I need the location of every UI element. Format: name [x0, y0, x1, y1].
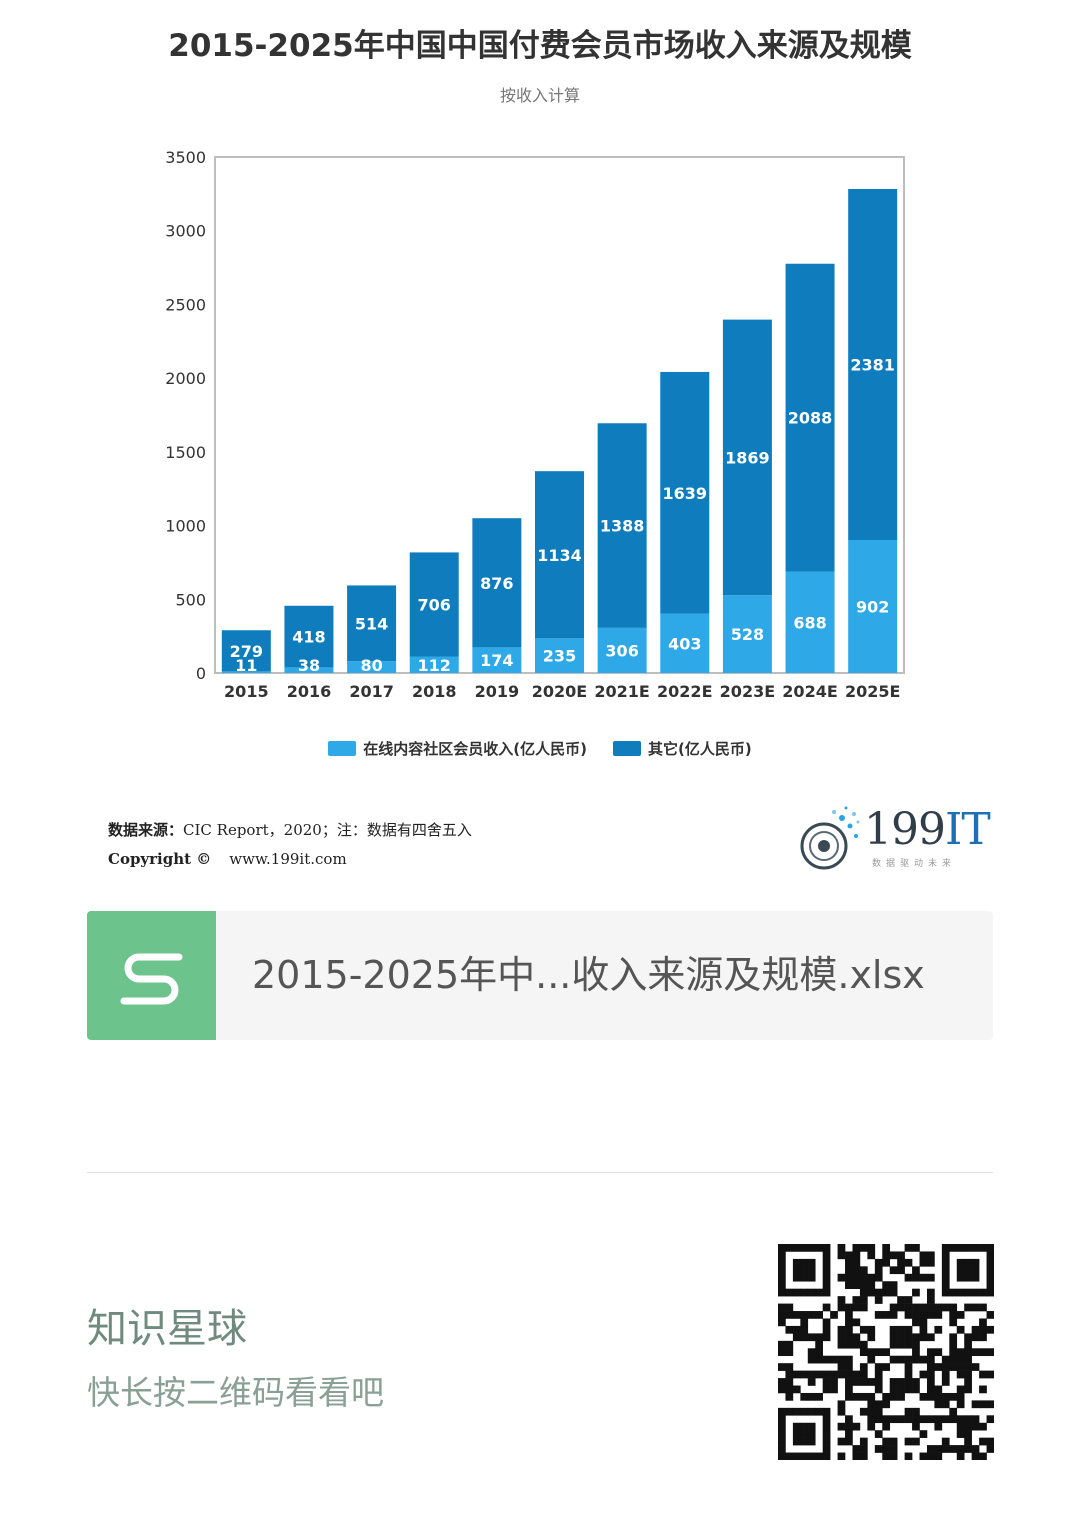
bar-other-2020E: [535, 471, 584, 639]
qr-code[interactable]: [778, 1244, 994, 1460]
promo-title: 知识星球: [87, 1306, 247, 1352]
spreadsheet-icon: [87, 911, 216, 1040]
source-note: 数据来源：CIC Report，2020；注：数据有四舍五入 Copyright…: [108, 816, 472, 874]
bar-other-2022E: [660, 371, 710, 614]
x-tick-label-2018: 2018: [412, 682, 457, 701]
y-tick-label: 2000: [165, 369, 206, 388]
spreadsheet-s-icon: [120, 953, 183, 1005]
data-label-online-2016: 38: [298, 656, 320, 675]
y-tick-label: 3500: [165, 148, 206, 167]
bar-other-2015: [221, 630, 271, 672]
x-tick-label-2023E: 2023E: [720, 682, 775, 701]
data-label-online-2018: 112: [418, 656, 451, 675]
bar-online-2020E: [535, 638, 584, 673]
legend-swatch-online: [328, 741, 357, 756]
bar-online-2019: [472, 647, 522, 673]
data-label-online-2021E: 306: [605, 641, 638, 660]
data-label-other-2017: 514: [355, 614, 388, 633]
legend-item-online: 在线内容社区会员收入(亿人民币): [328, 738, 587, 759]
chart-title: 2015-2025年中国中国付费会员市场收入来源及规模: [168, 28, 912, 64]
bar-online-2023E: [722, 595, 772, 673]
bar-other-2025E: [848, 188, 898, 541]
bar-other-2021E: [597, 423, 647, 628]
bar-online-2024E: [785, 571, 835, 673]
x-tick-label-2016: 2016: [287, 682, 332, 701]
bar-online-2017: [347, 661, 397, 673]
brand-tagline: 数据驱动未来: [872, 859, 957, 869]
brand-digits: 199: [864, 804, 946, 855]
legend-label-online: 在线内容社区会员收入(亿人民币): [363, 740, 587, 758]
divider: [87, 1172, 993, 1173]
chart-subtitle: 按收入计算: [499, 86, 580, 105]
y-tick-label: 1000: [165, 517, 206, 536]
data-label-other-2018: 706: [418, 595, 451, 614]
y-tick-label: 3000: [165, 222, 206, 241]
bar-online-2025E: [848, 540, 898, 673]
data-label-online-2017: 80: [360, 656, 382, 675]
bar-online-2018: [409, 656, 459, 673]
x-tick-label-2020E: 2020E: [532, 682, 587, 701]
bar-other-2019: [472, 518, 522, 648]
data-label-other-2015: 279: [230, 642, 263, 661]
y-tick-label: 2500: [165, 295, 206, 314]
x-tick-label-2024E: 2024E: [782, 682, 837, 701]
y-tick-label: 1500: [165, 443, 206, 462]
x-tick-label-2022E: 2022E: [657, 682, 712, 701]
file-attachment-card[interactable]: 2015-2025年中...收入来源及规模.xlsx: [87, 911, 993, 1040]
bar-other-2018: [409, 552, 459, 657]
brand-letters: IT: [944, 804, 991, 855]
data-label-online-2015: 11: [235, 656, 257, 675]
x-tick-label-2021E: 2021E: [594, 682, 649, 701]
legend-swatch-other: [613, 741, 641, 756]
legend-item-other: 其它(亿人民币): [613, 738, 752, 759]
data-label-online-2022E: 403: [668, 634, 701, 653]
y-tick-label: 500: [175, 590, 206, 609]
x-tick-label-2015: 2015: [224, 682, 269, 701]
data-label-other-2016: 418: [292, 628, 325, 647]
source-label: 数据来源：: [108, 821, 184, 839]
bar-online-2015: [221, 671, 271, 673]
legend-label-other: 其它(亿人民币): [648, 740, 752, 758]
source-text: CIC Report，2020；注：数据有四舍五入: [183, 821, 472, 839]
bar-other-2016: [284, 605, 334, 668]
copyright-label: Copyright ©: [108, 850, 212, 868]
data-label-other-2024E: 2088: [788, 409, 833, 428]
promo-subtitle: 快长按二维码看看吧: [87, 1373, 384, 1412]
brand-name: 199IT: [864, 804, 991, 855]
brand-logo: 199IT 数据驱动未来: [798, 804, 991, 874]
data-label-online-2025E: 902: [856, 598, 889, 617]
data-label-other-2019: 876: [480, 574, 513, 593]
bar-other-2023E: [722, 319, 772, 596]
x-tick-label-2017: 2017: [349, 682, 394, 701]
y-tick-label: 0: [196, 664, 206, 683]
website-text: www.199it.com: [229, 850, 347, 868]
data-label-other-2025E: 2381: [850, 356, 895, 375]
x-tick-label-2025E: 2025E: [845, 682, 900, 701]
bar-online-2022E: [660, 613, 710, 673]
bar-online-2016: [284, 667, 334, 673]
file-name: 2015-2025年中...收入来源及规模.xlsx: [252, 953, 925, 997]
bar-other-2017: [347, 585, 397, 662]
brand-dandelion-icon: [800, 806, 860, 870]
data-label-online-2020E: 235: [543, 647, 576, 666]
data-label-other-2023E: 1869: [725, 448, 770, 467]
data-label-other-2021E: 1388: [600, 517, 645, 536]
bar-other-2024E: [785, 263, 835, 572]
chart-legend: 在线内容社区会员收入(亿人民币) 其它(亿人民币): [0, 738, 1080, 759]
data-label-other-2022E: 1639: [663, 484, 708, 503]
data-label-other-2020E: 1134: [537, 546, 582, 565]
data-label-online-2023E: 528: [731, 625, 764, 644]
x-tick-label-2019: 2019: [475, 682, 520, 701]
bar-online-2021E: [597, 627, 647, 673]
data-label-online-2019: 174: [480, 651, 513, 670]
data-label-online-2024E: 688: [793, 613, 826, 632]
